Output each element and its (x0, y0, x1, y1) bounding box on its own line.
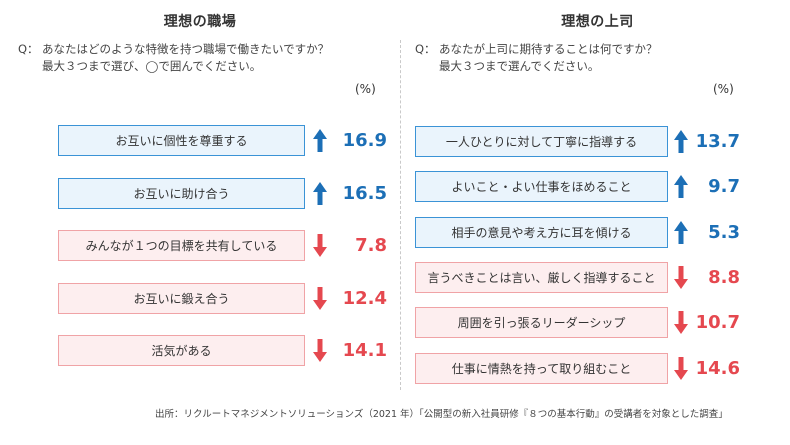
item-label: よいこと・よい仕事をほめること (415, 171, 668, 203)
table-row: お互いに個性を尊重する 16.9 (0, 125, 400, 156)
question-line-1-text: あなたはどのような特徴を持つ職場で働きたいですか？ (42, 42, 330, 56)
data-value-label: 8.8 (708, 266, 740, 288)
item-label: 仕事に情熱を持って取り組むこと (415, 352, 668, 384)
panel-title: 理想の職場 (163, 14, 237, 30)
data-value-label: 9.7 (708, 176, 740, 198)
unit-label: (%) (713, 82, 734, 96)
item-label: 一人ひとりに対して丁寧に指導する (415, 126, 668, 157)
arrow-down-icon (313, 234, 327, 257)
data-value-label: 5.3 (708, 221, 740, 243)
table-row: 活気がある 14.1 (0, 335, 400, 366)
item-label: 言うべきことは言い、厳しく指導すること (415, 261, 668, 293)
table-row: 一人ひとりに対して丁寧に指導する 13.7 (405, 126, 790, 157)
arrow-down-icon (674, 311, 688, 335)
item-label: みんなが１つの目標を共有している (58, 230, 305, 261)
item-label: 周囲を引っ張るリーダーシップ (415, 307, 668, 339)
arrow-down-icon (313, 286, 327, 310)
data-value-label: 10.7 (695, 312, 740, 334)
table-row: みんなが１つの目標を共有している 7.8 (0, 230, 400, 261)
source-note: 出所：リクルートマネジメントソリューションズ（2021 年）「公開型の新入社員研… (155, 409, 728, 420)
data-value-label: 16.5 (342, 182, 387, 204)
data-value-label: 16.9 (342, 130, 387, 151)
ideal-boss-panel: 理想の上司 Q： あなたが上司に期待することは何ですか？ 最大３つまで選んでくださ… (405, 0, 790, 400)
question-line-2: 最大３つまで選んでください。 (439, 59, 600, 73)
question-line-1: Q： あなたが上司に期待することは何ですか？ (415, 41, 658, 58)
table-row: お互いに鍛え合う 12.4 (0, 282, 400, 314)
question-text: Q： あなたが上司に期待することは何ですか？ 最大３つまで選んでください。 (415, 41, 658, 75)
item-label: 相手の意見や考え方に耳を傾ける (415, 216, 668, 248)
data-value-label: 14.6 (695, 357, 740, 379)
table-row: 仕事に情熱を持って取り組むこと 14.6 (405, 352, 790, 384)
item-label: お互いに個性を尊重する (58, 125, 305, 156)
panel-title: 理想の上司 (561, 14, 634, 30)
data-value-label: 12.4 (342, 287, 387, 309)
table-row: 周囲を引っ張るリーダーシップ 10.7 (405, 307, 790, 339)
question-text: Q： あなたはどのような特徴を持つ職場で働きたいですか？ 最大３つまで選び、◯で囲… (18, 41, 329, 75)
question-prefix: Q： (415, 42, 436, 56)
data-value-label: 14.1 (342, 340, 387, 361)
table-row: お互いに助け合う 16.5 (0, 177, 400, 209)
question-prefix: Q： (18, 42, 39, 56)
question-line-1: Q： あなたはどのような特徴を持つ職場で働きたいですか？ (18, 41, 329, 58)
arrow-up-icon (674, 220, 688, 244)
table-row: 言うべきことは言い、厳しく指導すること 8.8 (405, 261, 790, 293)
arrow-up-icon (674, 130, 688, 153)
item-label: お互いに鍛え合う (58, 282, 305, 314)
arrow-down-icon (313, 339, 327, 362)
item-label: 活気がある (58, 335, 305, 366)
table-row: 相手の意見や考え方に耳を傾ける 5.3 (405, 216, 790, 248)
arrow-down-icon (674, 265, 688, 289)
data-value-label: 7.8 (355, 235, 387, 256)
table-row: よいこと・よい仕事をほめること 9.7 (405, 171, 790, 203)
arrow-down-icon (674, 356, 688, 380)
question-line-2: 最大３つまで選び、◯で囲んでください。 (42, 59, 262, 73)
question-line-1-text: あなたが上司に期待することは何ですか？ (439, 42, 658, 56)
arrow-up-icon (313, 129, 327, 152)
panel-divider (400, 40, 401, 390)
ideal-workplace-panel: 理想の職場 Q： あなたはどのような特徴を持つ職場で働きたいですか？ 最大３つまで… (0, 0, 400, 400)
item-label: お互いに助け合う (58, 177, 305, 209)
data-value-label: 13.7 (695, 131, 740, 152)
unit-label: (%) (355, 82, 376, 96)
arrow-up-icon (674, 175, 688, 199)
arrow-up-icon (313, 181, 327, 205)
